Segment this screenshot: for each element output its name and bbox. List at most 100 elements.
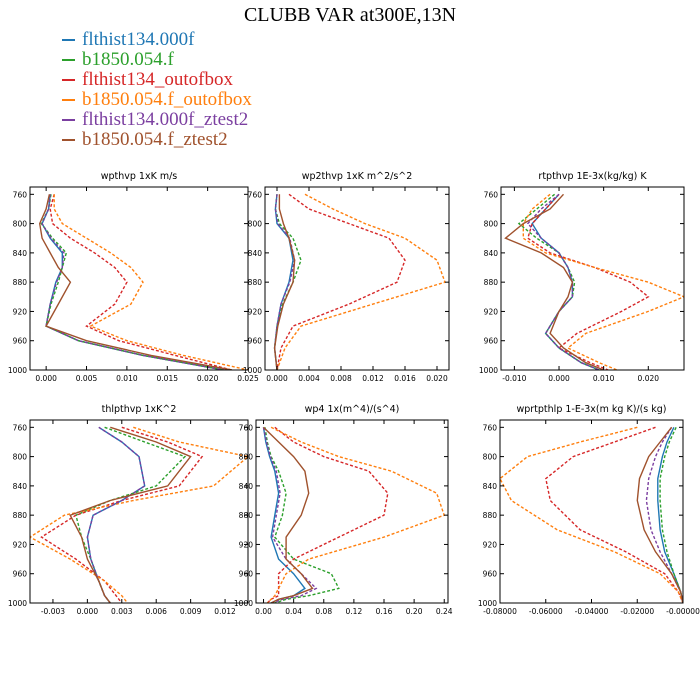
- x-tick-label: 0.010: [593, 374, 615, 383]
- plot-frame: [264, 186, 450, 371]
- y-tick-label: 920: [13, 307, 28, 316]
- series-line: [526, 193, 600, 370]
- series-line: [273, 194, 296, 370]
- x-tick-label: 0.12: [346, 607, 363, 616]
- series-line: [266, 426, 389, 603]
- y-tick-label: 880: [13, 511, 28, 520]
- series-line: [30, 426, 248, 603]
- x-tick-label: -0.06000: [529, 607, 563, 616]
- x-tick-label: -0.00000: [666, 607, 700, 616]
- chart-panel: rtpthvp 1E-3x(kg/kg) K -0.010 0.000 0.010 0.…: [479, 171, 685, 383]
- series-line: [545, 426, 683, 603]
- x-tick-label: 0.005: [76, 374, 98, 383]
- y-tick-label: 840: [483, 482, 498, 491]
- series-line: [645, 426, 683, 603]
- series-line: [504, 193, 604, 370]
- y-tick-label: 920: [484, 307, 499, 316]
- x-tick-label: 0.003: [111, 607, 133, 616]
- legend-label: b1850.054.f_ztest2: [82, 129, 228, 150]
- x-tick-label: -0.003: [41, 607, 65, 616]
- legend-label: flthist134.000f_ztest2: [82, 109, 249, 130]
- x-tick-label: 0.012: [214, 607, 236, 616]
- x-tick-label: 0.015: [157, 374, 179, 383]
- y-tick-label: 840: [484, 249, 499, 258]
- x-tick-label: 0.004: [298, 374, 320, 383]
- series-line: [266, 426, 446, 603]
- chart-title: wp4 1x(m^4)/(s^4): [305, 404, 400, 415]
- x-tick-label: 0.04: [285, 607, 302, 616]
- series-line: [517, 193, 600, 370]
- chart-panel: wp4 1x(m^4)/(s^4) 0.00 0.04 0.08 0.12 0.16 0.2…: [234, 404, 453, 616]
- y-tick-label: 760: [484, 190, 499, 199]
- plot-frame: [29, 419, 249, 604]
- series-line: [276, 193, 446, 370]
- x-tick-label: 0.010: [116, 374, 138, 383]
- series-line: [40, 194, 224, 370]
- series-line: [75, 426, 187, 603]
- x-tick-label: 0.000: [35, 374, 57, 383]
- legend-label: flthist134.000f: [82, 29, 195, 50]
- series-line: [531, 193, 600, 370]
- x-tick-label: -0.04000: [575, 607, 609, 616]
- y-tick-label: 760: [13, 423, 28, 432]
- x-tick-label: 0.16: [376, 607, 393, 616]
- y-tick-label: 960: [248, 337, 263, 346]
- y-tick-label: 760: [239, 423, 254, 432]
- x-tick-label: 0.020: [638, 374, 660, 383]
- y-tick-label: 920: [239, 540, 254, 549]
- y-tick-label: 960: [484, 337, 499, 346]
- legend-label: b1850.054.f: [82, 49, 174, 70]
- x-tick-label: -0.08000: [483, 607, 517, 616]
- y-tick-label: 880: [483, 511, 498, 520]
- y-tick-label: 800: [13, 220, 28, 229]
- y-tick-label: 920: [13, 540, 28, 549]
- y-tick-label: 880: [239, 511, 254, 520]
- x-tick-label: 0.20: [406, 607, 423, 616]
- y-tick-label: 1000: [234, 599, 253, 608]
- legend-item: flthist134_outofbox: [62, 70, 252, 90]
- legend-label: flthist134_outofbox: [82, 69, 233, 90]
- x-tick-label: 0.016: [394, 374, 416, 383]
- x-tick-label: 0.08: [315, 607, 332, 616]
- chart-title: wprtpthlp 1-E-3x(m kg K)/(s kg): [516, 404, 666, 415]
- x-tick-label: 0.020: [426, 374, 448, 383]
- y-tick-label: 1000: [8, 599, 27, 608]
- series-line: [273, 194, 296, 370]
- legend-swatch: [62, 99, 75, 101]
- plot-frame: [29, 186, 249, 371]
- legend-swatch: [62, 59, 75, 61]
- y-tick-label: 760: [248, 190, 263, 199]
- y-tick-label: 760: [13, 190, 28, 199]
- y-tick-label: 960: [13, 570, 28, 579]
- chart-panel: wprtpthlp 1-E-3x(m kg K)/(s kg) -0.08000 -…: [478, 404, 700, 616]
- x-tick-label: 0.000: [548, 374, 570, 383]
- legend-item: flthist134.000f_ztest2: [62, 110, 252, 130]
- y-tick-label: 1000: [479, 366, 498, 375]
- legend-item: b1850.054.f: [62, 50, 252, 70]
- y-tick-label: 1000: [8, 366, 27, 375]
- legend-item: flthist134.000f: [62, 30, 252, 50]
- y-tick-label: 840: [13, 482, 28, 491]
- chart-panel: thlpthvp 1xK^2 -0.003 0.000 0.003 0.006 0.009…: [8, 404, 249, 616]
- series-line: [263, 426, 314, 603]
- chart-panel: wpthvp 1xK m/s 0.000 0.005 0.010 0.015 0.020 0…: [8, 171, 259, 383]
- series-line: [53, 194, 248, 370]
- series-line: [41, 194, 224, 370]
- x-tick-label: 0.020: [197, 374, 219, 383]
- legend-item: b1850.054.f_ztest2: [62, 130, 252, 150]
- chart-title: rtpthvp 1E-3x(kg/kg) K: [538, 171, 647, 182]
- x-tick-label: 0.006: [145, 607, 167, 616]
- series-line: [636, 426, 683, 603]
- series-line: [41, 194, 224, 370]
- y-tick-label: 840: [13, 249, 28, 258]
- y-tick-label: 800: [483, 453, 498, 462]
- series-line: [264, 427, 340, 603]
- series-line: [69, 426, 192, 603]
- series-line: [38, 194, 233, 370]
- x-tick-label: -0.02000: [620, 607, 654, 616]
- chart-title: thlpthvp 1xK^2: [102, 404, 177, 415]
- y-tick-label: 800: [13, 453, 28, 462]
- series-line: [40, 426, 204, 603]
- series-line: [276, 193, 406, 370]
